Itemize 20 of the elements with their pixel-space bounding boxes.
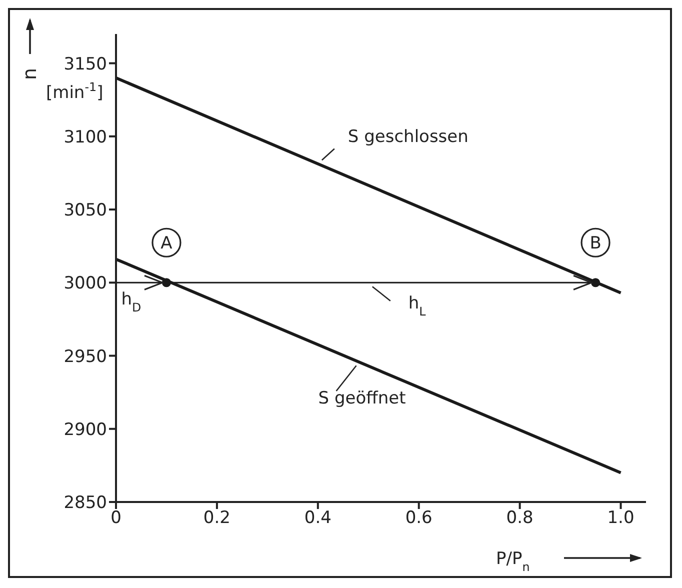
x-tick-label: 0 xyxy=(110,508,122,528)
y-tick-label: 2900 xyxy=(64,420,107,440)
x-axis-title: P/P$_{n}$ xyxy=(496,549,530,574)
y-tick-label: 3000 xyxy=(64,274,107,294)
y-tick-label: 2850 xyxy=(64,493,107,514)
x-tick-label: 0.2 xyxy=(203,508,230,528)
annotation: h$_{L}$ xyxy=(408,294,426,319)
annotation: B xyxy=(590,234,602,254)
y-tick-label: 3050 xyxy=(64,200,107,221)
x-tick-label: 0.4 xyxy=(304,508,332,528)
annotation: A xyxy=(160,234,173,254)
annotation: S geöffnet xyxy=(318,388,406,409)
y-tick-label: 3150 xyxy=(64,54,107,74)
y-tick-label: 2950 xyxy=(64,346,107,367)
y-tick-label: 3100 xyxy=(64,127,107,148)
x-tick-label: 0.8 xyxy=(506,508,534,528)
x-tick-label: 0.6 xyxy=(405,508,432,528)
x-tick-label: 1.0 xyxy=(607,508,634,528)
annotation: h$_{D}$ xyxy=(121,290,142,315)
annotation: S geschlossen xyxy=(348,127,468,148)
